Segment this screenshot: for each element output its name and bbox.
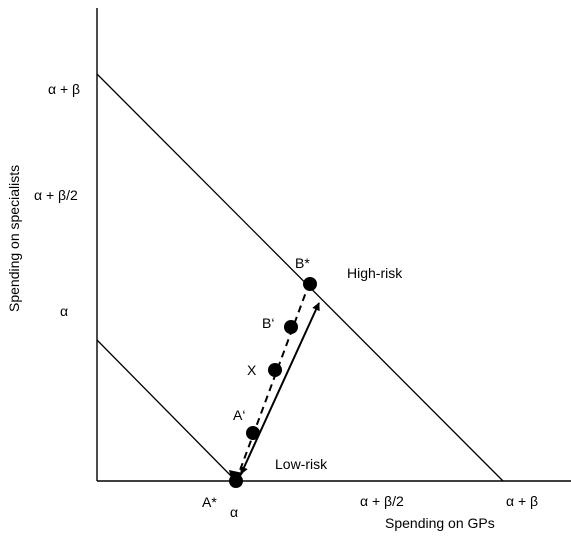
y-tick-alpha: α: [60, 303, 68, 319]
x-tick-alpha: α: [230, 504, 238, 520]
solid-arrow-a-to-b: [240, 302, 320, 475]
label-x: X: [247, 362, 257, 378]
x-tick-alpha-plus-beta: α + β: [506, 493, 538, 509]
low-risk-budget-line: [96, 339, 237, 482]
y-tick-alpha-plus-half-beta: α + β/2: [34, 187, 78, 203]
high-risk-label: High-risk: [347, 265, 403, 281]
low-risk-label: Low-risk: [275, 456, 328, 472]
point-x: [268, 363, 282, 377]
point-a-prime: [246, 426, 260, 440]
x-tick-alpha-plus-half-beta: α + β/2: [360, 493, 404, 509]
y-axis-label: Spending on specialists: [6, 165, 22, 312]
label-a-star: A*: [202, 494, 217, 510]
label-b-prime: B‘: [262, 315, 274, 331]
point-b-prime: [284, 320, 298, 334]
high-risk-budget-line: [96, 73, 504, 482]
point-a-star: [229, 474, 243, 488]
point-b-star: [303, 277, 317, 291]
label-a-prime: A‘: [233, 407, 245, 423]
dashed-arrow-a-to-b: [235, 283, 310, 482]
y-tick-alpha-plus-beta: α + β: [48, 81, 80, 97]
label-b-star: B*: [295, 255, 310, 271]
x-axis-label: Spending on GPs: [385, 515, 495, 531]
